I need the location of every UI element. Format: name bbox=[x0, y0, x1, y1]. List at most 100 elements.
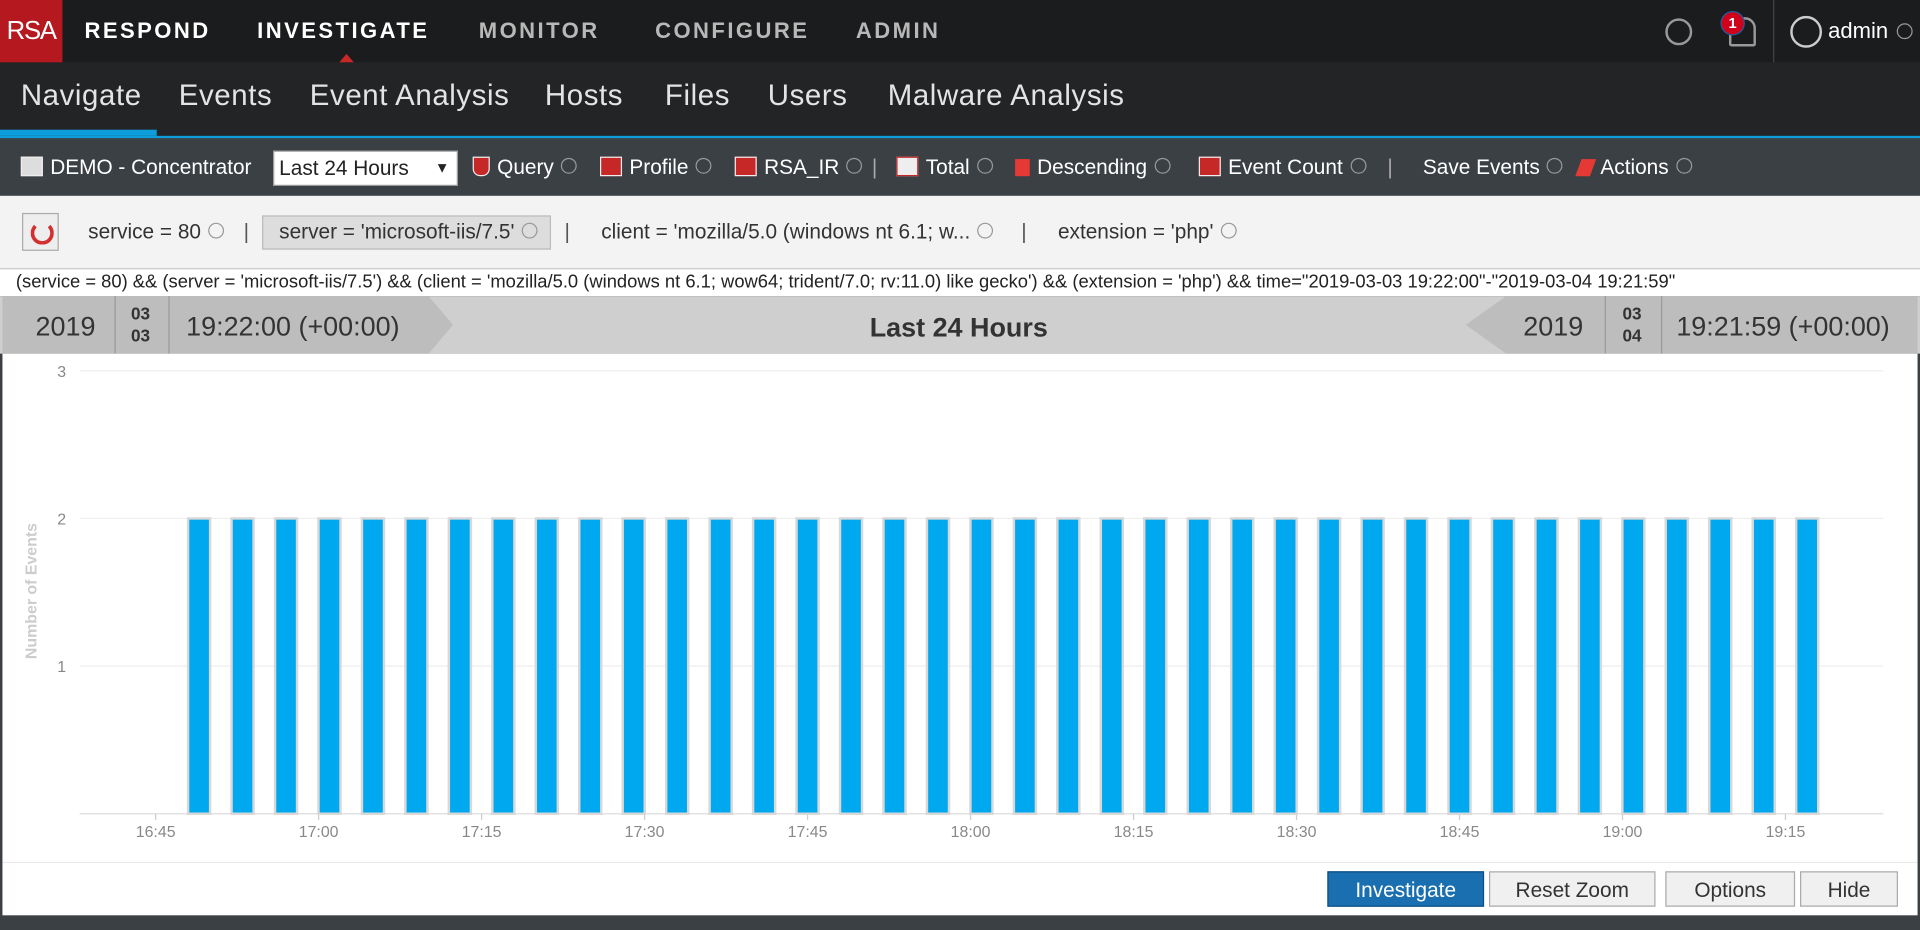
toolbar-label: Event Count bbox=[1228, 155, 1343, 179]
investigate-button[interactable]: Investigate bbox=[1327, 871, 1485, 907]
nav-item[interactable]: INVESTIGATE bbox=[257, 18, 430, 43]
bar bbox=[664, 517, 690, 815]
bar bbox=[708, 517, 733, 815]
bar bbox=[230, 517, 255, 815]
time-range-label: Last 24 Hours bbox=[869, 312, 1048, 343]
x-tick-label: 18:00 bbox=[951, 824, 991, 841]
bar bbox=[795, 517, 820, 815]
tab[interactable]: Events bbox=[178, 79, 273, 113]
nav-item[interactable]: RESPOND bbox=[84, 18, 211, 43]
tab[interactable]: Event Analysis bbox=[309, 79, 510, 113]
start-time: 19:22:00 (+00:00) bbox=[186, 310, 400, 342]
tab[interactable]: Users bbox=[767, 79, 848, 113]
bar bbox=[360, 517, 386, 815]
x-tick-label: 18:45 bbox=[1440, 824, 1480, 841]
bar bbox=[925, 517, 951, 815]
logo[interactable]: RSA bbox=[0, 0, 63, 63]
tab[interactable]: Files bbox=[664, 79, 731, 113]
bar bbox=[1229, 517, 1255, 815]
toolbar-button[interactable]: Query bbox=[472, 155, 578, 179]
start-year: 2019 bbox=[35, 310, 96, 342]
filter[interactable]: client = 'mozilla/5.0 (windows nt 6.1; w… bbox=[601, 220, 994, 244]
service-selector[interactable]: DEMO - Concentrator bbox=[20, 155, 251, 179]
toolbar-label: Actions bbox=[1600, 155, 1669, 179]
bar bbox=[1143, 517, 1168, 815]
bar bbox=[1186, 517, 1211, 815]
x-tick-label: 18:15 bbox=[1114, 824, 1154, 841]
x-tick-label: 18:30 bbox=[1277, 824, 1317, 841]
toolbar: DEMO - Concentrator Last 24 Hours ▼ Query… bbox=[0, 138, 1920, 196]
tab[interactable]: Malware Analysis bbox=[887, 79, 1125, 113]
bar bbox=[1012, 517, 1038, 815]
sub-nav: Navigate Events Event Analysis Hosts Fil… bbox=[0, 62, 1920, 139]
x-tick-label: 17:30 bbox=[625, 824, 665, 841]
hide-button[interactable]: Hide bbox=[1800, 871, 1898, 907]
toolbar-button[interactable]: Save Events bbox=[1422, 155, 1564, 179]
x-tick-label: 19:00 bbox=[1603, 824, 1643, 841]
chart: Number of Events 1 2 3 16:45 17:00 17:15 17:30… bbox=[2, 353, 1918, 863]
bar bbox=[1360, 517, 1385, 815]
top-nav: RSA RESPOND INVESTIGATE MONITOR CONFIGUR… bbox=[0, 0, 1920, 63]
toolbar-label: RSA_IR bbox=[764, 155, 840, 179]
toolbar-button[interactable]: RSA_IR bbox=[734, 155, 863, 179]
toolbar-button[interactable]: Actions bbox=[1575, 155, 1692, 179]
time-range-select[interactable]: Last 24 Hours ▼ bbox=[273, 150, 458, 186]
toolbar-button[interactable]: Descending bbox=[1015, 155, 1171, 179]
filter[interactable]: extension = 'php' bbox=[1058, 220, 1237, 244]
bar bbox=[1534, 517, 1559, 815]
separator: | bbox=[243, 220, 250, 244]
bar bbox=[1664, 517, 1690, 815]
toolbar-label: Total bbox=[925, 155, 970, 179]
bar bbox=[969, 517, 994, 815]
user-menu-chevron[interactable] bbox=[1896, 23, 1913, 40]
time-range-value: Last 24 Hours bbox=[279, 156, 409, 180]
x-tick-label: 16:45 bbox=[136, 824, 176, 841]
options-button[interactable]: Options bbox=[1665, 871, 1796, 907]
active-tab-indicator bbox=[0, 129, 157, 136]
y-tick-label: 3 bbox=[57, 364, 66, 381]
bar bbox=[882, 517, 907, 815]
refresh-button[interactable] bbox=[22, 212, 59, 251]
timer-icon[interactable] bbox=[1665, 18, 1693, 46]
bar bbox=[578, 517, 603, 815]
bar bbox=[447, 517, 473, 815]
bar bbox=[534, 517, 560, 815]
filter-text: server = 'microsoft-iis/7.5' bbox=[279, 220, 515, 244]
x-tick-label: 17:00 bbox=[299, 824, 339, 841]
nav-item[interactable]: CONFIGURE bbox=[655, 18, 810, 43]
filter-bar: service = 80 | server = 'microsoft-iis/7… bbox=[0, 195, 1920, 270]
time-bar: 2019 03 03 19:22:00 (+00:00) Last 24 Hou… bbox=[0, 296, 1920, 354]
bar bbox=[1447, 517, 1472, 815]
user-name[interactable]: admin bbox=[1828, 18, 1889, 43]
bar bbox=[1490, 517, 1516, 815]
toolbar-button[interactable]: Profile bbox=[600, 155, 712, 179]
y-tick-label: 2 bbox=[57, 512, 66, 529]
end-block bbox=[1465, 296, 1918, 354]
toolbar-button[interactable]: Total bbox=[896, 155, 993, 179]
bar bbox=[1056, 517, 1081, 815]
x-tick-label: 17:45 bbox=[788, 824, 828, 841]
query-string: (service = 80) && (server = 'microsoft-i… bbox=[0, 269, 1920, 297]
toolbar-label: Query bbox=[497, 155, 554, 179]
active-marker bbox=[339, 53, 354, 63]
filter-text: service = 80 bbox=[88, 220, 201, 244]
bar bbox=[317, 517, 342, 815]
toolbar-button[interactable]: Event Count bbox=[1198, 155, 1366, 179]
bar bbox=[491, 517, 516, 815]
bar bbox=[1403, 517, 1429, 815]
tab[interactable]: Hosts bbox=[544, 79, 624, 113]
nav-item[interactable]: ADMIN bbox=[855, 18, 941, 43]
filter[interactable]: service = 80 bbox=[88, 220, 225, 244]
tab[interactable]: Navigate bbox=[20, 79, 142, 113]
bar bbox=[1708, 517, 1733, 815]
toolbar-label: Save Events bbox=[1422, 155, 1540, 179]
bar bbox=[621, 517, 646, 815]
nav-item[interactable]: MONITOR bbox=[478, 18, 600, 43]
user-icon[interactable] bbox=[1790, 15, 1823, 48]
filter[interactable]: server = 'microsoft-iis/7.5' bbox=[279, 220, 538, 244]
reset-zoom-button[interactable]: Reset Zoom bbox=[1488, 871, 1656, 907]
filter-highlight bbox=[262, 215, 552, 250]
filter-text: client = 'mozilla/5.0 (windows nt 6.1; w… bbox=[601, 220, 971, 244]
bar bbox=[1273, 517, 1298, 815]
